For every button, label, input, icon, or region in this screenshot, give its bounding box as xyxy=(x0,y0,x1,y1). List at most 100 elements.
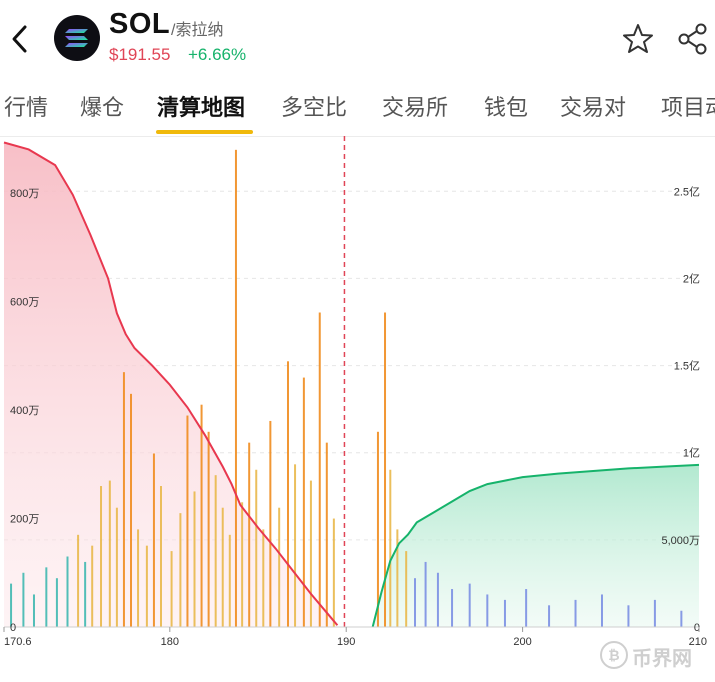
liquidation-bar xyxy=(376,431,379,627)
liquidation-bar xyxy=(255,469,258,627)
liquidation-bar xyxy=(228,534,231,627)
liquidation-bar xyxy=(108,480,111,627)
liquidation-bar xyxy=(262,529,265,627)
right-tick-label: 1.5亿 xyxy=(674,360,700,373)
liquidation-bar xyxy=(384,312,387,627)
left-tick-label: 0 xyxy=(10,622,16,634)
liquidation-bar xyxy=(468,583,471,627)
x-tick-label: 190 xyxy=(337,636,355,648)
coin-price: $191.55 xyxy=(109,45,171,64)
liquidation-bar xyxy=(234,149,237,627)
left-tick-label: 600万 xyxy=(10,297,39,309)
x-tick-label: 200 xyxy=(513,636,531,648)
tab-long-short[interactable]: 多空比 xyxy=(281,95,348,120)
liquidation-bar xyxy=(525,589,528,627)
liquidation-bar xyxy=(10,583,13,627)
liquidation-bar xyxy=(170,551,173,627)
liquidation-bar xyxy=(214,475,217,627)
liquidation-bar xyxy=(241,502,244,627)
x-tick-label: 170.6 xyxy=(4,636,32,648)
short-cumulative-line xyxy=(3,141,339,626)
x-tick-label: 180 xyxy=(161,636,179,648)
liquidation-bar xyxy=(179,513,182,627)
liquidation-bar xyxy=(451,589,454,627)
liquidation-bar xyxy=(436,572,439,627)
liquidation-bar xyxy=(248,442,251,627)
watermark: ₿ 币界网 xyxy=(600,639,700,670)
liquidation-bar xyxy=(405,551,408,627)
sol-logo xyxy=(54,15,100,61)
liquidation-bar xyxy=(389,469,392,627)
liquidation-bar xyxy=(627,605,630,627)
liquidation-bar xyxy=(680,610,683,627)
tab-liquidation-map[interactable]: 清算地图 xyxy=(157,95,246,120)
left-tick-label: 200万 xyxy=(10,514,39,526)
left-tick-label: 800万 xyxy=(10,188,39,200)
back-icon[interactable] xyxy=(8,22,30,56)
liquidation-bar xyxy=(66,556,69,627)
long-liquidation-area xyxy=(372,464,699,627)
liquidation-bar xyxy=(32,594,35,627)
active-tab-indicator xyxy=(156,130,253,134)
tab-liquidations[interactable]: 爆仓 xyxy=(80,95,125,120)
liquidation-bar xyxy=(294,464,297,627)
right-tick-label: 2亿 xyxy=(683,272,700,285)
x-tick-label: 210 xyxy=(689,636,707,648)
liquidation-bar xyxy=(207,431,210,627)
liquidation-bar xyxy=(186,415,189,627)
liquidation-bar xyxy=(486,594,489,627)
price-change: +6.66% xyxy=(188,45,247,64)
liquidation-bar xyxy=(548,605,551,627)
right-tick-label: 2.5亿 xyxy=(674,185,700,198)
liquidation-bar xyxy=(77,534,80,627)
watermark-icon: ₿ xyxy=(600,641,628,669)
liquidation-bar xyxy=(318,312,321,627)
liquidation-bar xyxy=(332,518,335,627)
liquidation-bar xyxy=(302,377,305,627)
liquidation-bar xyxy=(22,572,25,627)
header: SOL /索拉纳 $191.55 +6.66% xyxy=(0,0,715,80)
right-tick-label: 1亿 xyxy=(683,447,700,460)
star-icon[interactable] xyxy=(621,22,655,56)
watermark-text: 币界网 xyxy=(632,648,692,670)
short-liquidation-area xyxy=(4,142,338,627)
liquidation-bar xyxy=(152,453,155,627)
left-tick-label: 400万 xyxy=(10,405,39,417)
liquidation-bar xyxy=(325,442,328,627)
tab-bar: 行情 爆仓 清算地图 多空比 交易所 钱包 交易对 项目动 xyxy=(0,80,715,137)
liquidation-bar xyxy=(396,529,399,627)
tab-wallet[interactable]: 钱包 xyxy=(484,95,529,120)
liquidation-bar xyxy=(55,578,58,627)
liquidation-bar xyxy=(193,491,196,627)
liquidation-map-chart: 0 200万 400万 600万 800万 0 5,000万 1亿 1.5亿 2亿 2.5亿 170.… xyxy=(3,136,707,648)
liquidation-bar xyxy=(91,545,94,627)
coin-symbol: SOL xyxy=(109,8,171,40)
coin-name: /索拉纳 xyxy=(171,22,224,39)
liquidation-bar xyxy=(309,480,312,627)
liquidation-bar xyxy=(424,561,427,627)
liquidation-bar xyxy=(600,594,603,627)
tab-project[interactable]: 项目动 xyxy=(661,95,715,120)
right-tick-label: 5,000万 xyxy=(661,535,700,547)
liquidation-bar xyxy=(159,486,162,627)
long-cumulative-line xyxy=(371,463,700,628)
liquidation-bar xyxy=(278,507,281,627)
liquidation-bar xyxy=(145,545,148,627)
liquidation-bar xyxy=(115,507,118,627)
liquidation-bar xyxy=(84,561,87,627)
tab-exchanges[interactable]: 交易所 xyxy=(382,95,449,120)
liquidation-bar xyxy=(269,420,272,627)
liquidation-bar xyxy=(221,507,224,627)
liquidation-bar xyxy=(137,529,140,627)
liquidation-bar xyxy=(45,567,48,627)
right-tick-label: 0 xyxy=(694,622,700,634)
liquidation-bar xyxy=(574,599,577,627)
liquidation-bar xyxy=(200,404,203,627)
liquidation-bar xyxy=(100,486,103,627)
liquidation-bar xyxy=(503,599,506,627)
tab-market[interactable]: 行情 xyxy=(4,95,49,120)
tab-pairs[interactable]: 交易对 xyxy=(560,95,627,120)
share-icon[interactable] xyxy=(677,22,709,56)
liquidation-bar xyxy=(414,578,417,627)
liquidation-bar xyxy=(130,393,133,627)
